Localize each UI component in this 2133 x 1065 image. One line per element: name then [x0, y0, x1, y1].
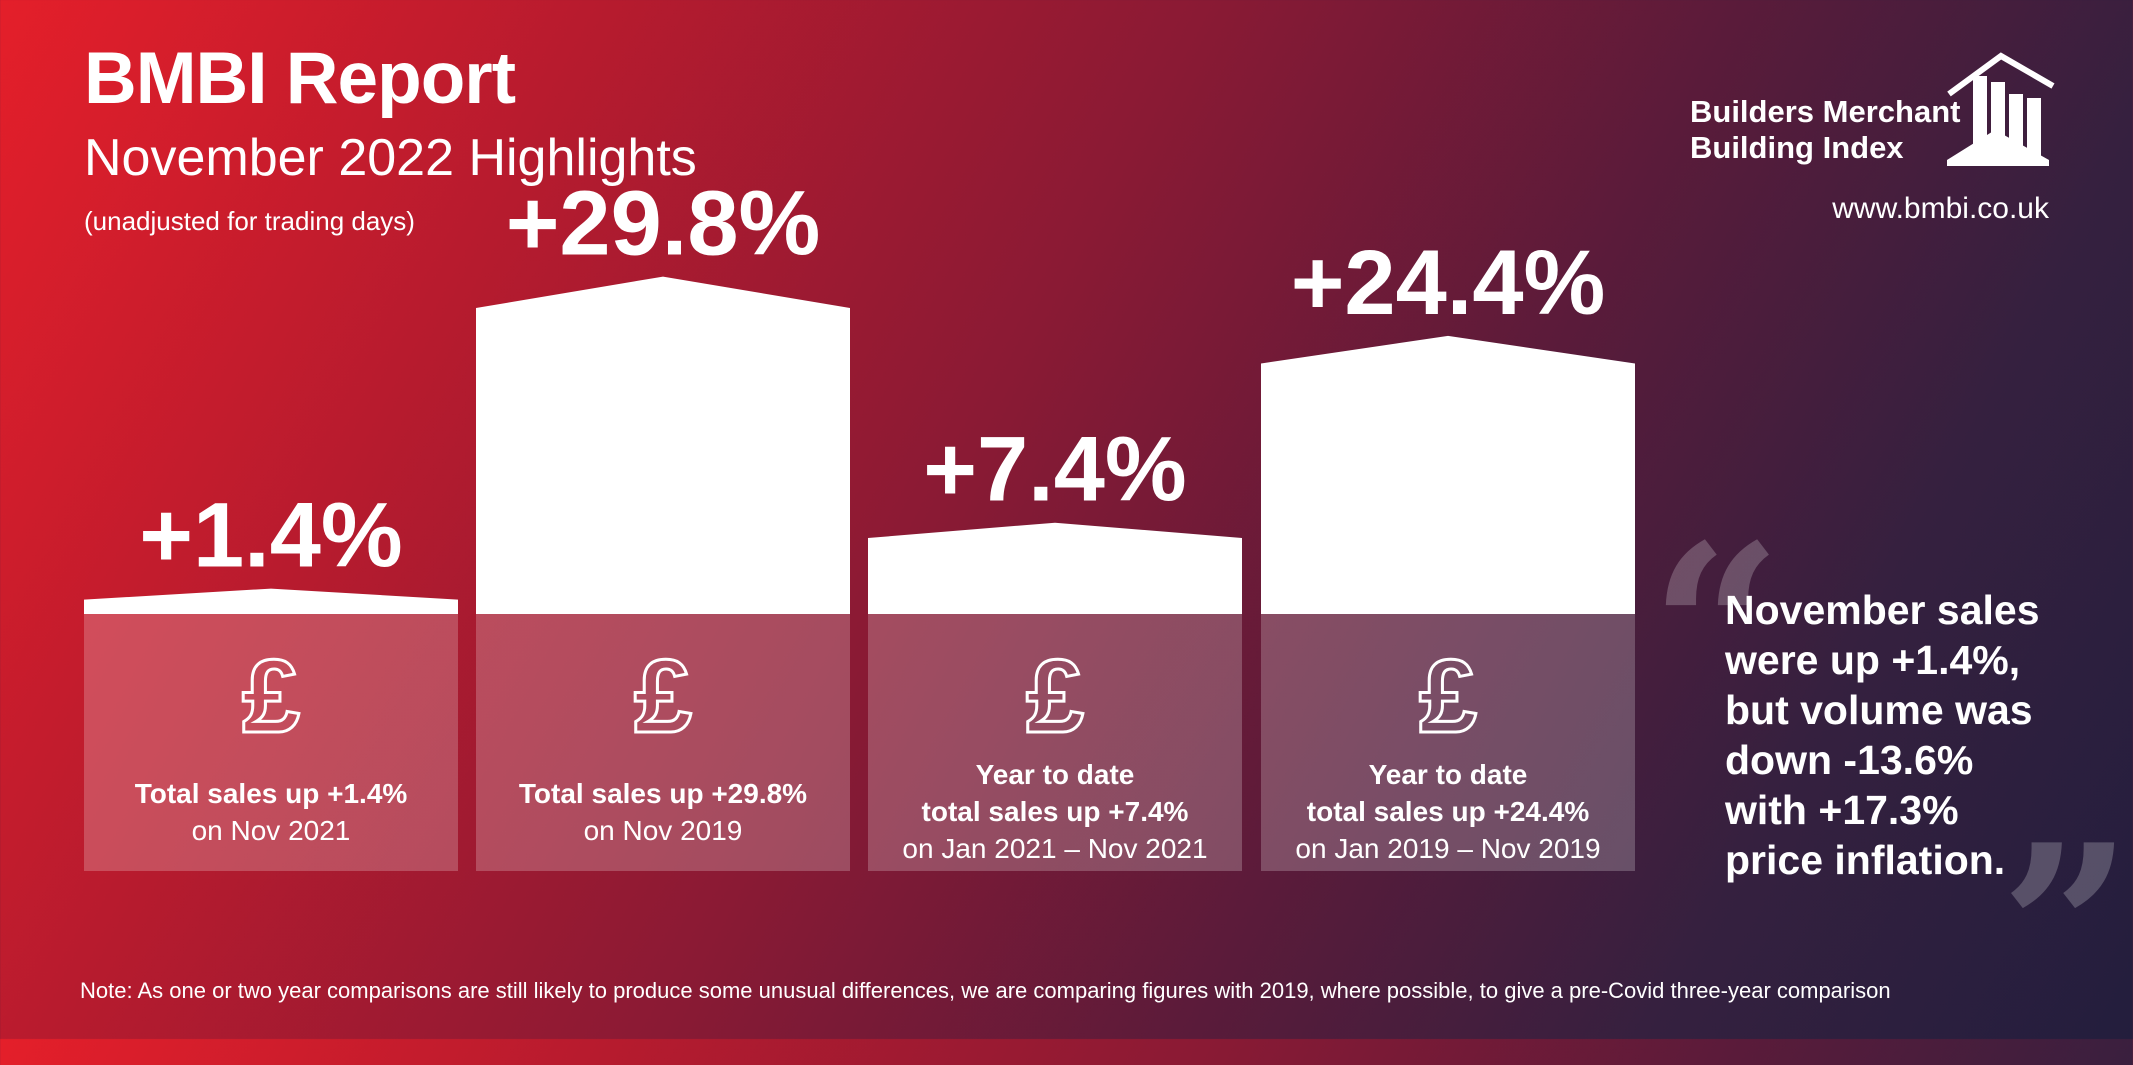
bar-description-bold: Total sales up +29.8%: [518, 778, 808, 809]
bar-description: Total sales up +29.8% on Nov 2019: [476, 775, 850, 849]
report-title: BMBI Report: [84, 38, 516, 119]
bar-panel: [868, 614, 1242, 871]
sales-bar-chart: +1.4% £ +29.8% £ +7.4% £ +24.4% £: [0, 0, 2133, 1039]
bar-description-period: on Jan 2019 – Nov 2019: [1295, 833, 1601, 864]
logo-line-2: Building Index: [1690, 130, 1904, 165]
bar-value-label: +7.4%: [923, 419, 1186, 521]
bar: [1261, 335, 1635, 614]
report-subtitle: November 2022 Highlights: [84, 129, 697, 187]
bar: [84, 588, 458, 614]
pound-sign-icon: £: [242, 639, 300, 755]
quote-text: November sales were up +1.4%, but volume…: [1725, 585, 2105, 885]
bar-panel: [476, 614, 850, 871]
bar-value-label: +24.4%: [1291, 232, 1606, 334]
bar-value-label: +1.4%: [139, 485, 402, 587]
pound-sign-icon: £: [634, 639, 692, 755]
bar-description-period: on Nov 2021: [191, 815, 351, 846]
bar-description-period: on Jan 2021 – Nov 2021: [902, 833, 1208, 864]
bar-panel: [1261, 614, 1635, 871]
close-quote-icon: ”: [2000, 795, 2133, 1065]
bar-description-bold: total sales up +24.4%: [1306, 796, 1590, 827]
bar-value-label: +29.8%: [506, 173, 821, 275]
bar-description-period: on Nov 2019: [583, 815, 743, 846]
bar-description-bold: Year to date: [1368, 759, 1528, 790]
bar-description-bold: total sales up +7.4%: [921, 796, 1189, 827]
pound-sign-icon: £: [1026, 639, 1084, 755]
pound-sign-icon: £: [1419, 639, 1477, 755]
bar-description-bold: Year to date: [975, 759, 1135, 790]
quote-line: down -13.6%: [1725, 737, 1974, 783]
house-bar-chart-icon: [1947, 52, 2055, 166]
bmbi-logo: Builders Merchant Building Index: [1690, 52, 2060, 172]
quote-line: but volume was: [1725, 687, 2033, 733]
open-quote-icon: “: [1650, 495, 1783, 765]
quote-line: with +17.3%: [1725, 787, 1959, 833]
footnote: Note: As one or two year comparisons are…: [80, 978, 1891, 1003]
bar: [868, 522, 1242, 614]
logo-line-1: Builders Merchant: [1690, 94, 1961, 129]
quote-line: price inflation.: [1725, 837, 2006, 883]
website-url[interactable]: www.bmbi.co.uk: [1832, 192, 2049, 225]
bar-description: Total sales up +1.4% on Nov 2021: [84, 775, 458, 849]
bar-description: Year to date total sales up +7.4% on Jan 2…: [868, 756, 1242, 867]
trading-days-note: (unadjusted for trading days): [84, 206, 415, 236]
bar-description-bold: Total sales up +1.4%: [134, 778, 408, 809]
bar-panel: [84, 614, 458, 871]
quote-line: November sales: [1725, 587, 2040, 633]
quote-line: were up +1.4%,: [1725, 637, 2021, 683]
bar: [476, 276, 850, 614]
bar-description: Year to date total sales up +24.4% on Jan …: [1261, 756, 1635, 867]
